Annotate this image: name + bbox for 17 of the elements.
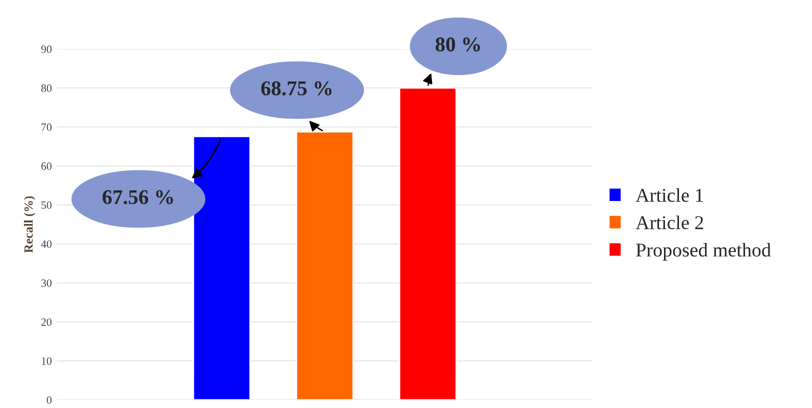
data-label: 67.56 %	[102, 190, 173, 204]
y-tick-label: 30	[41, 279, 52, 287]
y-tick-label: 20	[41, 318, 52, 326]
y-tick-label: 0	[46, 396, 52, 404]
y-tick-label: 50	[42, 201, 52, 209]
data-label: 68.75 %	[261, 81, 332, 96]
y-tick-label: 40	[41, 240, 52, 248]
y-tick-label: 90	[41, 45, 52, 53]
legend-label: Proposed method	[636, 242, 771, 261]
legend-label: Article 2	[636, 216, 704, 230]
y-tick-label: 70	[42, 123, 52, 131]
data-label: 80 %	[436, 37, 480, 52]
y-tick-label: 60	[41, 162, 52, 170]
legend-label: Article 1	[636, 188, 703, 202]
y-axis-title: Recall (%)	[24, 196, 36, 253]
y-tick-label: 10	[42, 357, 52, 365]
y-tick-label: 80	[41, 84, 52, 92]
